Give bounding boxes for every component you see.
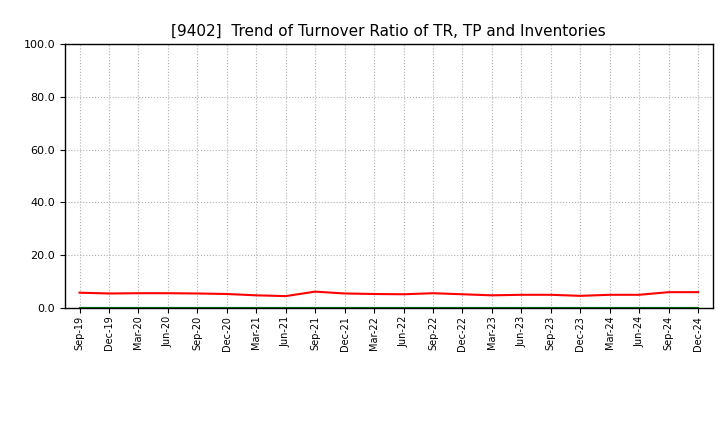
Trade Receivables — [665, 290, 673, 295]
Trade Receivables — [458, 292, 467, 297]
Trade Payables — [193, 305, 202, 310]
Trade Receivables — [193, 291, 202, 296]
Inventories — [694, 305, 703, 311]
Trade Payables — [134, 305, 143, 310]
Trade Payables — [487, 305, 496, 310]
Inventories — [458, 305, 467, 311]
Trade Receivables — [222, 291, 231, 297]
Trade Payables — [606, 305, 614, 310]
Inventories — [311, 305, 320, 311]
Inventories — [252, 305, 261, 311]
Inventories — [665, 305, 673, 311]
Inventories — [370, 305, 379, 311]
Trade Receivables — [694, 290, 703, 295]
Trade Receivables — [104, 291, 113, 296]
Trade Receivables — [370, 291, 379, 297]
Trade Receivables — [134, 290, 143, 296]
Trade Receivables — [517, 292, 526, 297]
Inventories — [399, 305, 408, 311]
Trade Receivables — [311, 289, 320, 294]
Trade Receivables — [487, 293, 496, 298]
Trade Receivables — [341, 291, 349, 296]
Inventories — [134, 305, 143, 311]
Trade Payables — [222, 305, 231, 310]
Inventories — [163, 305, 172, 311]
Trade Receivables — [282, 293, 290, 299]
Inventories — [222, 305, 231, 311]
Trade Payables — [428, 305, 437, 310]
Trade Payables — [104, 305, 113, 310]
Trade Payables — [163, 305, 172, 310]
Trade Receivables — [606, 292, 614, 297]
Trade Receivables — [399, 292, 408, 297]
Inventories — [341, 305, 349, 311]
Inventories — [428, 305, 437, 311]
Trade Payables — [399, 305, 408, 310]
Trade Receivables — [635, 292, 644, 297]
Trade Receivables — [75, 290, 84, 295]
Trade Payables — [252, 305, 261, 310]
Trade Receivables — [252, 293, 261, 298]
Inventories — [546, 305, 555, 311]
Trade Payables — [665, 305, 673, 310]
Inventories — [104, 305, 113, 311]
Trade Payables — [517, 305, 526, 310]
Trade Payables — [458, 305, 467, 310]
Inventories — [75, 305, 84, 311]
Inventories — [193, 305, 202, 311]
Trade Receivables — [428, 290, 437, 296]
Inventories — [487, 305, 496, 311]
Inventories — [576, 305, 585, 311]
Trade Payables — [311, 305, 320, 310]
Trade Payables — [370, 305, 379, 310]
Inventories — [635, 305, 644, 311]
Title: [9402]  Trend of Turnover Ratio of TR, TP and Inventories: [9402] Trend of Turnover Ratio of TR, TP… — [171, 24, 606, 39]
Trade Payables — [75, 305, 84, 310]
Inventories — [606, 305, 614, 311]
Trade Payables — [341, 305, 349, 310]
Inventories — [517, 305, 526, 311]
Line: Trade Receivables: Trade Receivables — [79, 292, 698, 296]
Trade Payables — [694, 305, 703, 310]
Inventories — [282, 305, 290, 311]
Trade Payables — [635, 305, 644, 310]
Trade Payables — [546, 305, 555, 310]
Trade Receivables — [576, 293, 585, 298]
Trade Receivables — [163, 290, 172, 296]
Trade Payables — [576, 305, 585, 310]
Trade Receivables — [546, 292, 555, 297]
Trade Payables — [282, 305, 290, 310]
